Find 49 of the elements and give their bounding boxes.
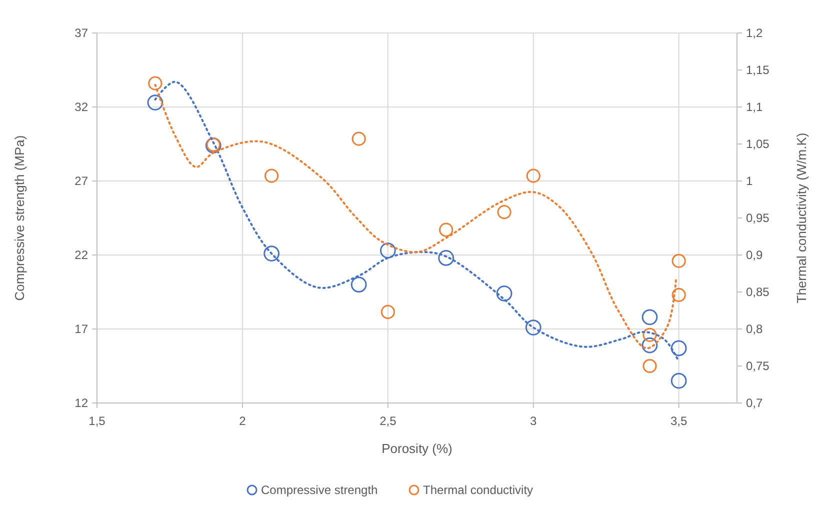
y2-tick-label: 1 [746, 174, 753, 188]
y2-tick-label: 0,8 [746, 322, 764, 336]
y-tick-label: 32 [74, 100, 88, 114]
point [670, 340, 687, 356]
y2-tick-label: 0,9 [746, 248, 764, 262]
x-tick-label: 2 [239, 414, 246, 428]
y2-tick-label: 1,15 [746, 63, 770, 77]
x-tick-label: 3,5 [670, 414, 688, 428]
y2-tick-label: 0,85 [746, 285, 770, 299]
point [642, 309, 658, 326]
point [352, 132, 366, 146]
point [148, 76, 162, 90]
y2-tick-label: 0,7 [746, 396, 764, 410]
point [642, 328, 657, 342]
y2-tick-label: 1,05 [746, 137, 770, 151]
point [264, 246, 280, 262]
point [380, 304, 395, 320]
point [672, 254, 686, 268]
y-tick-label: 22 [74, 248, 88, 262]
y-tick-label: 27 [74, 174, 88, 188]
point [497, 205, 512, 220]
point [525, 320, 542, 336]
point [380, 242, 396, 259]
point [147, 94, 164, 111]
y-tick-label: 37 [74, 26, 88, 40]
point [672, 288, 686, 302]
point [496, 286, 512, 302]
legend-label: Compressive strength [261, 483, 378, 497]
legend-label: Thermal conductivity [423, 483, 534, 497]
y-tick-label: 12 [74, 396, 88, 410]
y-axis-title: Compressive strength (MPa) [12, 135, 27, 301]
y2-tick-label: 1,1 [746, 100, 764, 114]
point [350, 276, 367, 293]
point [642, 358, 657, 374]
x-tick-label: 2,5 [380, 414, 397, 428]
point [526, 168, 540, 183]
y2-tick-label: 0,95 [746, 211, 770, 225]
y2-tick-label: 1,2 [746, 26, 764, 40]
point [439, 222, 454, 237]
x-axis-title: Porosity (%) [382, 441, 452, 456]
x-tick-label: 1,5 [88, 414, 106, 428]
x-tick-label: 3 [530, 414, 538, 428]
point [438, 250, 454, 266]
y2-axis-title: Thermal conductivity (W/m.K) [794, 132, 809, 304]
point [264, 168, 279, 183]
point [670, 372, 687, 389]
y-tick-label: 17 [74, 322, 88, 336]
y2-tick-label: 0,75 [746, 359, 770, 373]
point [642, 337, 658, 354]
